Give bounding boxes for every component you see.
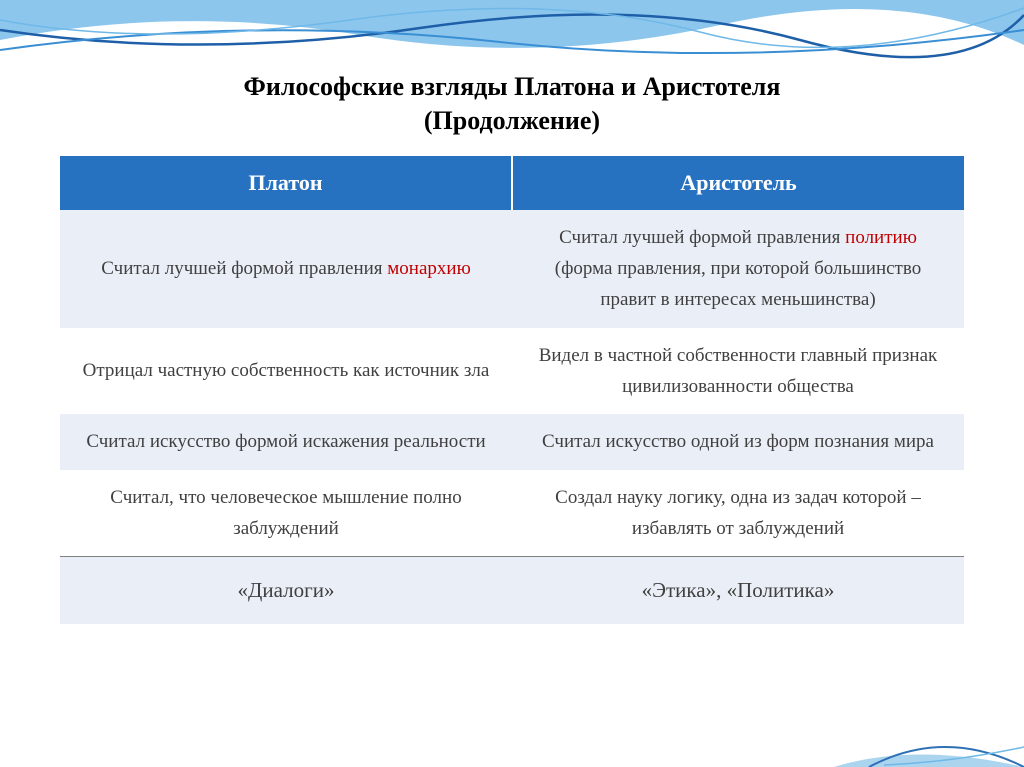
cell-aristotle-property: Видел в частной собственности главный пр… [512,328,964,415]
table-header-row: Платон Аристотель [60,156,964,210]
column-header-plato: Платон [60,156,512,210]
cell-aristotle-government: Считал лучшей формой правления политию (… [512,210,964,328]
title-line-1: Философские взгляды Платона и Аристотеля [244,72,781,101]
table-row: Считал, что человеческое мышление полно … [60,470,964,557]
cell-aristotle-thinking: Создал науку логику, одна из задач котор… [512,470,964,557]
cell-plato-thinking: Считал, что человеческое мышление полно … [60,470,512,557]
table-row: Считал искусство формой искажения реальн… [60,414,964,469]
slide-title: Философские взгляды Платона и Аристотеля… [60,70,964,138]
title-line-2: (Продолжение) [424,106,600,135]
cell-aristotle-art: Считал искусство одной из форм познания … [512,414,964,469]
cell-aristotle-works: «Этика», «Политика» [512,557,964,624]
column-header-aristotle: Аристотель [512,156,964,210]
cell-plato-government: Считал лучшей формой правления монархию [60,210,512,328]
cell-plato-works: «Диалоги» [60,557,512,624]
highlight-polity: политию [845,227,917,248]
comparison-table: Платон Аристотель Считал лучшей формой п… [60,156,964,624]
table-row: Отрицал частную собственность как источн… [60,328,964,415]
cell-plato-art: Считал искусство формой искажения реальн… [60,414,512,469]
cell-plato-property: Отрицал частную собственность как источн… [60,328,512,415]
highlight-monarchy: монархию [387,258,471,279]
table-footer-row: «Диалоги» «Этика», «Политика» [60,557,964,624]
table-row: Считал лучшей формой правления монархию … [60,210,964,328]
slide-content: Философские взгляды Платона и Аристотеля… [0,0,1024,644]
